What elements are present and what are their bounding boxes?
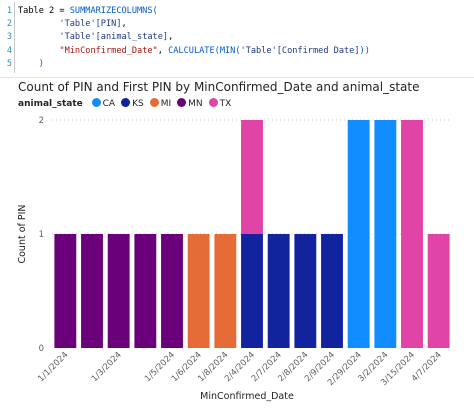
editor-divider	[0, 77, 474, 78]
line-number: 5	[6, 58, 12, 69]
code-text: "MinConfirmed_Date", CALCULATE(MIN('Tabl…	[18, 45, 370, 58]
legend-item-mn[interactable]: MN	[177, 98, 203, 109]
code-text: Table 2 = SUMMARIZECOLUMNS(	[18, 5, 158, 18]
bar-ca[interactable]	[347, 120, 370, 348]
code-text: 'Table'[animal_state],	[18, 31, 173, 44]
bars	[54, 120, 450, 348]
code-token: 'Table'[Confirmed Date]	[240, 45, 360, 56]
bar-mi[interactable]	[214, 234, 237, 348]
legend-item-ca[interactable]: CA	[91, 98, 116, 109]
code-line[interactable]: 1 Table 2 = SUMMARIZECOLUMNS(	[0, 5, 474, 18]
legend-title: animal_state	[18, 99, 83, 109]
y-axis-ticks: 0 1 2	[39, 116, 44, 354]
x-tick-label: 1/3/2024	[90, 350, 124, 384]
code-token: 'Table'[animal_state]	[59, 32, 169, 43]
legend-item-mi[interactable]: MI	[149, 98, 172, 109]
legend: animal_state CA KS MI MN TX	[18, 98, 231, 112]
legend-swatch	[208, 98, 218, 107]
y-tick-label: 1	[39, 230, 44, 240]
code-token: )	[38, 58, 44, 69]
code-token: ,	[168, 32, 174, 43]
legend-item-tx[interactable]: TX	[208, 98, 232, 109]
legend-label: CA	[102, 99, 116, 109]
legend-swatch	[91, 98, 101, 107]
chart-title: Count of PIN and First PIN by MinConfirm…	[18, 80, 420, 94]
bar-tx[interactable]	[401, 120, 423, 348]
code-line[interactable]: 3 'Table'[animal_state],	[0, 31, 474, 44]
legend-label: KS	[132, 99, 144, 109]
code-token: "MinConfirmed_Date"	[59, 45, 158, 56]
line-number: 1	[6, 6, 12, 16]
code-editor[interactable]: 1 Table 2 = SUMMARIZECOLUMNS(2 'Table'[PI…	[0, 0, 474, 76]
code-token: ,	[157, 45, 169, 56]
bar-ks[interactable]	[321, 234, 343, 348]
code-line[interactable]: 2 'Table'[PIN],	[0, 18, 474, 31]
bar-tx[interactable]	[241, 120, 263, 234]
legend-swatch	[177, 98, 187, 107]
code-token: 'Table'[PIN]	[59, 19, 122, 30]
y-axis-label: Count of PIN	[17, 204, 28, 263]
code-line[interactable]: 4 "MinConfirmed_Date", CALCULATE(MIN('Ta…	[0, 45, 474, 58]
legend-items: CA KS MI MN TX	[86, 98, 232, 109]
legend-label: MN	[188, 99, 203, 109]
bar-mn[interactable]	[54, 234, 77, 348]
bar-mn[interactable]	[81, 234, 103, 348]
legend-item-ks[interactable]: KS	[121, 98, 144, 109]
code-text: 'Table'[PIN],	[18, 18, 127, 31]
legend-swatch	[149, 98, 159, 107]
code-token: MIN(	[219, 45, 241, 56]
bar-mn[interactable]	[161, 234, 183, 348]
code-token: SUMMARIZECOLUMNS(	[69, 6, 158, 16]
gutter-divider	[14, 2, 15, 73]
bar-mn[interactable]	[134, 234, 157, 348]
bar-ks[interactable]	[294, 234, 317, 348]
code-token: ))	[359, 45, 370, 56]
code-token: CALCULATE(	[168, 45, 220, 56]
line-number: 2	[6, 19, 12, 30]
legend-label: TX	[219, 99, 232, 109]
y-tick-label: 0	[39, 344, 44, 354]
code-token: ,	[121, 19, 127, 30]
x-axis-ticks: 1/1/2024 1/3/2024 1/5/20241/6/20241/8/2024…	[36, 350, 443, 388]
bar-mi[interactable]	[187, 234, 210, 348]
line-number: 3	[6, 32, 12, 43]
bar-tx[interactable]	[427, 234, 450, 348]
code-token: Table 2 =	[18, 6, 70, 16]
line-number: 4	[6, 45, 12, 56]
x-axis-label: MinConfirmed_Date	[200, 391, 294, 402]
code-text: )	[18, 58, 44, 71]
bar-ca[interactable]	[374, 120, 397, 348]
legend-label: MI	[160, 99, 172, 109]
legend-swatch	[121, 98, 131, 107]
bar-ks[interactable]	[241, 234, 263, 348]
bar-ks[interactable]	[267, 234, 290, 348]
code-line[interactable]: 5 )	[0, 58, 474, 71]
y-tick-label: 2	[39, 116, 44, 126]
x-tick-label: 1/1/2024	[36, 350, 70, 384]
bar-mn[interactable]	[107, 234, 130, 348]
